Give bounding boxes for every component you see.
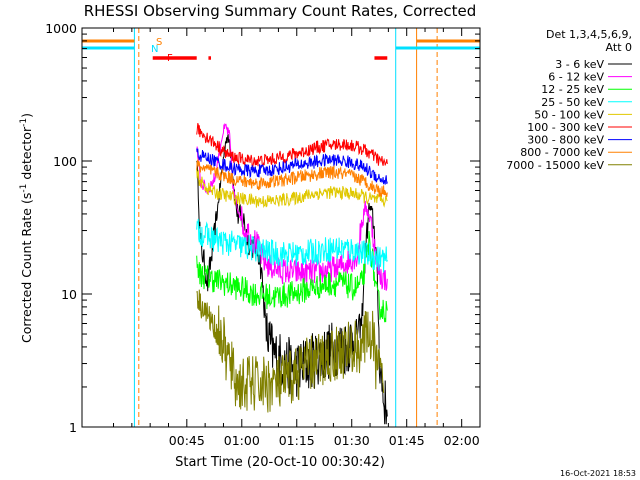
series-line-2 <box>196 231 388 323</box>
y-tick-label: 1000 <box>45 21 77 36</box>
timestamp: 16-Oct-2021 18:53 <box>560 469 636 478</box>
x-axis: 00:45 01:00 01:15 01:30 01:45 02:00 <box>113 28 480 448</box>
legend-label-8: 7000 - 15000 keV <box>506 159 604 172</box>
y-tick-label: 10 <box>61 287 77 302</box>
x-tick-label: 02:00 <box>444 433 480 448</box>
y-axis-label-suffix: ) <box>19 113 34 118</box>
series-line-6 <box>196 148 388 185</box>
x-tick-label: 01:15 <box>279 433 315 448</box>
legend-label-7: 800 - 7000 keV <box>520 146 604 159</box>
legend-label-3: 25 - 50 keV <box>541 96 604 109</box>
plot-frame <box>81 27 481 428</box>
x-tick-label: 00:45 <box>169 433 205 448</box>
legend-label-4: 50 - 100 keV <box>534 108 604 121</box>
series-line-3 <box>196 218 388 273</box>
y-axis-label-prefix: Corrected Count Rate (s <box>19 193 34 343</box>
series-line-8 <box>196 289 385 413</box>
series-line-5 <box>196 123 388 168</box>
flag-n-label: N <box>151 44 158 55</box>
y-tick-label: 1 <box>69 420 77 435</box>
legend-label-1: 6 - 12 keV <box>548 71 604 84</box>
y-axis-label-exp1: -1 <box>19 184 29 193</box>
legend-header-line2: Att 0 <box>606 41 632 54</box>
legend-header-line1: Det 1,3,4,5,6,9, <box>546 28 632 41</box>
x-axis-label: Start Time (20-Oct-10 00:30:42) <box>175 455 385 470</box>
legend-label-5: 100 - 300 keV <box>527 121 604 134</box>
legend-label-6: 300 - 800 keV <box>527 134 604 147</box>
series-line-4 <box>196 168 388 209</box>
y-tick-label: 100 <box>53 154 77 169</box>
series-line-7 <box>196 158 388 198</box>
legend-label-0: 3 - 6 keV <box>555 58 604 71</box>
x-tick-label: 01:00 <box>224 433 260 448</box>
chart-title: RHESSI Observing Summary Count Rates, Co… <box>84 2 477 20</box>
legend-label-2: 12 - 25 keV <box>541 83 604 96</box>
plot-area <box>82 28 480 427</box>
y-axis-label-exp2: -1 <box>19 118 29 127</box>
x-tick-label: 01:45 <box>389 433 425 448</box>
y-axis-label: Corrected Count Rate (s-1 detector-1) <box>19 113 34 343</box>
y-axis: 1 10 100 1000 <box>45 21 480 435</box>
y-axis-label-mid: detector <box>19 126 34 184</box>
x-tick-label: 01:30 <box>334 433 370 448</box>
flag-f-label: F <box>167 53 173 64</box>
flag-s-label: S <box>156 37 162 48</box>
